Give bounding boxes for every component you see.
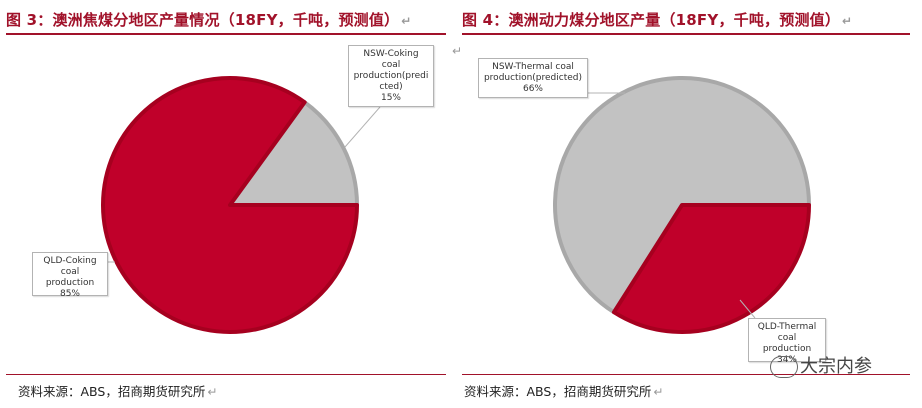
callout-line: production(predi <box>353 71 429 81</box>
pie-chart-coking <box>101 76 381 334</box>
callout-line: coal <box>381 60 401 70</box>
callout-qld-coking: QLD-Coking coal production 85% <box>32 252 108 299</box>
wechat-icon <box>770 356 798 378</box>
chart-panel-coking: 图 3：澳洲焦煤分地区产量情况（18FY，千吨，预测值） ↵ NSW-Coking… <box>0 0 455 408</box>
callout-line: NSW-Thermal coal <box>492 62 574 72</box>
leader-line-qld <box>739 299 756 319</box>
callout-line: 15% <box>380 93 401 103</box>
callout-line: NSW-Coking <box>363 49 419 59</box>
title-rule <box>462 33 910 35</box>
callout-line: production(predicted) <box>483 73 583 83</box>
callout-line: cted) <box>379 82 403 92</box>
callout-nsw-thermal: NSW-Thermal coal production(predicted) 6… <box>478 58 588 98</box>
leader-line-nsw <box>344 106 381 148</box>
pie-slice <box>228 100 359 207</box>
return-mark: ↵ <box>452 44 463 58</box>
title-rule <box>6 33 446 35</box>
chart-title-thermal: 图 4：澳洲动力煤分地区产量（18FY，千吨，预测值） ↵ <box>462 11 853 29</box>
callout-line: coal production <box>762 333 812 354</box>
source-note-coking: 资料来源：ABS，招商期货研究所 ↵ <box>18 384 218 399</box>
callout-line: coal production <box>45 267 95 288</box>
watermark: 大宗内参 <box>800 356 872 377</box>
callout-line: QLD-Coking <box>43 256 97 266</box>
callout-line: 66% <box>522 84 543 94</box>
callout-line: QLD-Thermal <box>757 322 817 332</box>
source-note-thermal: 资料来源：ABS，招商期货研究所 ↵ <box>464 384 664 399</box>
pie-slice <box>101 76 359 334</box>
callout-line: 85% <box>59 289 80 299</box>
pie-slice <box>553 76 811 315</box>
callout-nsw-coking: NSW-Coking coal production(predi cted) 1… <box>348 45 434 107</box>
pie-chart-thermal <box>553 76 811 334</box>
chart-title-coking: 图 3：澳洲焦煤分地区产量情况（18FY，千吨，预测值） ↵ <box>6 11 412 29</box>
pie-slice <box>611 203 811 334</box>
bottom-rule <box>462 374 910 375</box>
chart-panel-thermal: 图 4：澳洲动力煤分地区产量（18FY，千吨，预测值） ↵ ↵ NSW-Therm… <box>452 0 922 408</box>
bottom-rule <box>6 374 446 375</box>
